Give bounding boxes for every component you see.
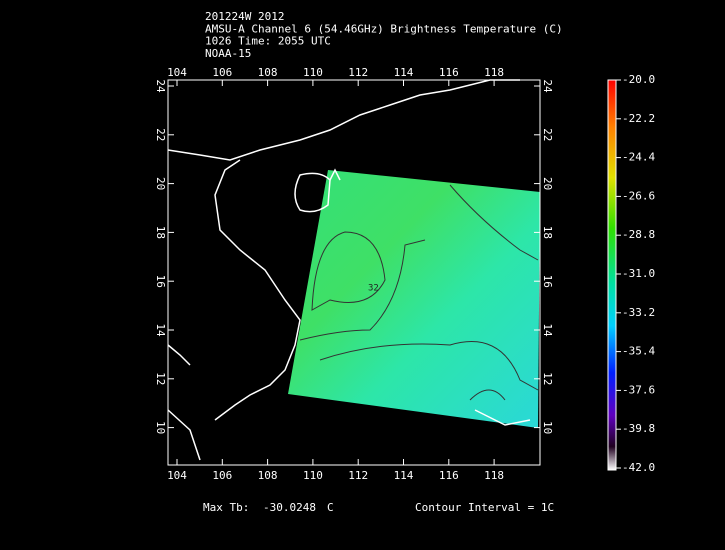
lon-tick-label: 112 [348, 66, 368, 79]
header-line: AMSU-A Channel 6 (54.46GHz) Brightness T… [205, 22, 563, 35]
colorbar [607, 79, 617, 471]
lat-tick-label: 10 [541, 421, 554, 434]
lat-tick-label: 18 [541, 226, 554, 239]
max-label: Max Tb: [203, 501, 249, 514]
lat-tick-label: 10 [154, 421, 167, 434]
lon-tick-label: 104 [167, 66, 187, 79]
lat-tick-label: 20 [154, 177, 167, 190]
swath [288, 170, 540, 428]
lat-tick-label: 24 [541, 79, 554, 93]
max-unit: C [327, 501, 334, 514]
lat-tick-label: 14 [154, 323, 167, 337]
lat-tick-label: 22 [154, 128, 167, 141]
lon-tick-label: 118 [484, 469, 504, 482]
lat-tick-label: 16 [541, 275, 554, 288]
lat-tick-label: 22 [541, 128, 554, 141]
lon-tick-label: 114 [394, 469, 414, 482]
colorbar-label: -22.2 [622, 112, 655, 125]
colorbar-label: -20.0 [622, 73, 655, 86]
lat-tick-label: 20 [541, 177, 554, 190]
lon-tick-label: 110 [303, 66, 323, 79]
lon-tick-label: 108 [258, 66, 278, 79]
colorbar-label: -26.6 [622, 189, 655, 202]
colorbar-label: -33.2 [622, 306, 655, 319]
lon-tick-label: 106 [212, 66, 232, 79]
lon-tick-label: 106 [212, 469, 232, 482]
colorbar-labels: -20.0 -22.2 -24.4 -26.6 -28.8 -31.0 -33.2 -35.4… [616, 73, 655, 474]
colorbar-label: -42.0 [622, 461, 655, 474]
contour-interval: Contour Interval = 1C [415, 501, 554, 514]
lon-tick-label: 116 [439, 66, 459, 79]
colorbar-label: -28.8 [622, 228, 655, 241]
map-frame [167, 79, 541, 466]
contour-label: 32 [368, 284, 379, 294]
header-line: NOAA-15 [205, 47, 251, 60]
lon-tick-label: 116 [439, 469, 459, 482]
colorbar-label: -39.8 [622, 422, 655, 435]
colorbar-label: -37.6 [622, 383, 655, 396]
contours [299, 184, 539, 401]
lat-tick-label: 24 [154, 79, 167, 93]
lon-tick-label: 114 [394, 66, 414, 79]
colorbar-label: -35.4 [622, 345, 655, 358]
header-line: 201224W 2012 [205, 10, 284, 23]
axes: 104 104 106 106 108 108 110 110 112 112 114 114 116 1… [154, 66, 554, 482]
lon-tick-label: 110 [303, 469, 323, 482]
lon-tick-label: 104 [167, 469, 187, 482]
lat-tick-label: 18 [154, 226, 167, 239]
lat-tick-label: 12 [154, 372, 167, 385]
coastline [167, 79, 531, 461]
lat-tick-label: 14 [541, 323, 554, 337]
lat-tick-label: 16 [154, 275, 167, 288]
colorbar-label: -31.0 [622, 267, 655, 280]
colorbar-label: -24.4 [622, 151, 655, 164]
lat-tick-label: 12 [541, 372, 554, 385]
max-value: -30.0248 [263, 501, 316, 514]
header-line: 1026 Time: 2055 UTC [205, 35, 331, 48]
lon-tick-label: 118 [484, 66, 504, 79]
lon-tick-label: 112 [348, 469, 368, 482]
lon-tick-label: 108 [258, 469, 278, 482]
